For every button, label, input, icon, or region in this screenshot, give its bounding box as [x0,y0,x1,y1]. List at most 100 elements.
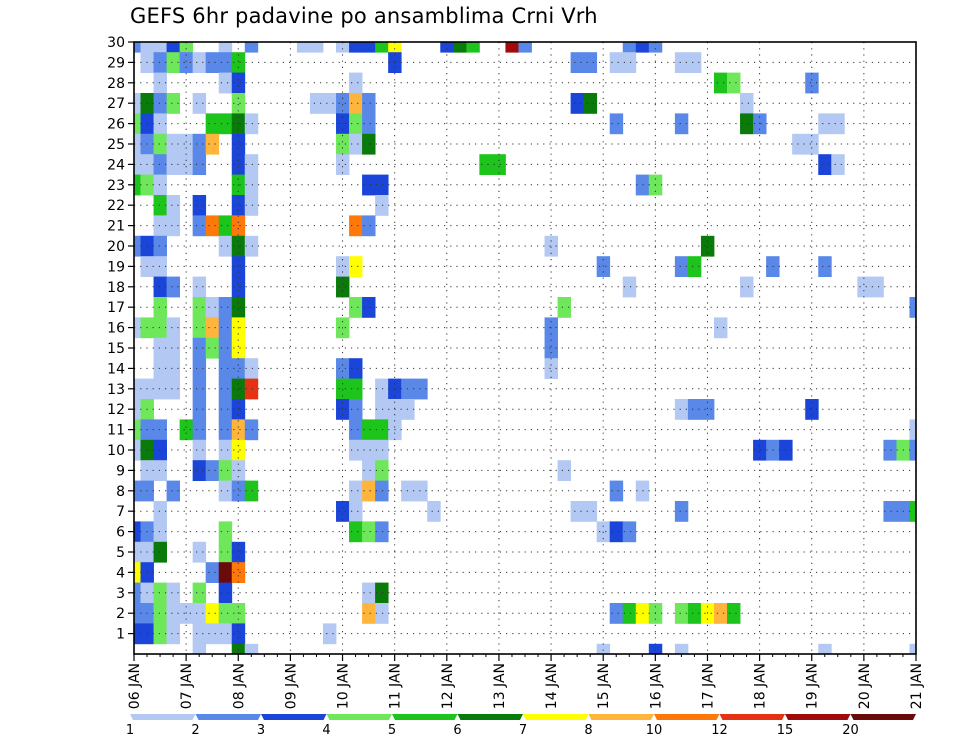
heatmap-cell [218,215,233,237]
heatmap-cell [153,541,167,563]
heatmap-cell [349,215,363,237]
heatmap-cell [244,358,259,379]
heatmap-cell [792,133,806,155]
x-tick-label: 21 JAN [909,663,925,709]
y-tick-label: 2 [116,606,125,622]
heatmap-cell [218,480,233,502]
heatmap-cell [231,419,246,441]
heatmap-cell [231,93,246,114]
heatmap-cell [349,378,363,400]
heatmap-cell [192,439,207,461]
y-tick-label: 16 [107,321,125,337]
heatmap-cell [205,460,220,481]
heatmap-cell [336,399,350,420]
colorbar-swatch [130,714,196,720]
heatmap-cell [153,42,167,53]
heatmap-cell [349,72,363,94]
heatmap-cell [336,93,350,114]
heatmap-cell [192,358,207,379]
heatmap-cell [179,42,194,53]
heatmap-cell [336,154,350,175]
heatmap-cell [218,72,233,94]
heatmap-cell [570,52,585,73]
heatmap-cell [218,52,233,73]
x-tick-label: 07 JAN [179,663,195,709]
heatmap-cell [153,460,167,481]
heatmap-cell [349,501,363,522]
heatmap-cell [740,276,754,298]
heatmap-cell [205,133,220,155]
colorbar-label: 3 [257,723,265,738]
heatmap-cell [134,174,141,196]
heatmap-cell [583,93,598,114]
y-tick-label: 18 [107,280,125,296]
heatmap-cell [231,623,246,645]
heatmap-cell [231,215,246,237]
heatmap-cell [153,93,167,114]
heatmap-cell [909,643,917,655]
heatmap-cell [231,133,246,155]
heatmap-cell [153,378,167,400]
heatmap-cell [192,378,207,400]
heatmap-cell [231,72,246,94]
heatmap-cell [362,297,376,318]
heatmap-cell [362,133,376,155]
heatmap-cell [375,521,389,543]
heatmap-cell [205,297,220,318]
y-tick-label: 12 [107,402,125,418]
heatmap-cell [153,215,167,237]
colorbar-label: 15 [777,723,794,738]
heatmap-cell [244,195,259,216]
heatmap-cell [362,113,376,135]
heatmap-cell [349,93,363,114]
heatmap-cell [192,297,207,318]
heatmap-cell [231,643,246,655]
x-axis: 06 JAN 07 JAN 08 JAN 09 JAN 10 JAN 11 JAN 12 J… [127,654,925,709]
x-tick-label: 17 JAN [700,663,716,709]
heatmap-cell [349,419,363,441]
heatmap-cell [388,42,402,53]
heatmap-cell [687,256,702,277]
heatmap-cell [609,52,624,73]
heatmap-cell [375,582,389,604]
heatmap-cell [179,133,194,155]
heatmap-cell [134,541,141,563]
heatmap-cell [218,317,233,339]
heatmap-cell [375,195,389,216]
heatmap-cell [349,42,363,53]
heatmap-cell [466,42,480,53]
heatmap-cell [134,480,141,502]
heatmap-cell [231,154,246,175]
x-tick-label: 11 JAN [388,663,404,709]
heatmap-cell [134,93,141,114]
heatmap-cell [134,154,141,175]
heatmap-cell [166,93,181,114]
colorbar-swatch [785,714,851,720]
heatmap-cell [166,215,181,237]
heatmap-cell [296,42,311,53]
heatmap-cell [166,154,181,175]
heatmap-cell [153,501,167,522]
heatmap-cell [805,399,819,420]
heatmap-cell [134,582,141,604]
heatmap-cell [818,643,832,655]
heatmap-cell [505,42,519,53]
heatmap-cell [622,276,637,298]
heatmap-cell [153,582,167,604]
heatmap-cell [153,521,167,543]
heatmap-cell [349,297,363,318]
heatmap-cell [179,52,194,73]
heatmap-cell [648,643,663,655]
heatmap-cell [231,439,246,461]
colorbar-swatch [261,714,327,720]
heatmap-cell [362,439,376,461]
heatmap-cell [414,378,428,400]
heatmap-cell [218,562,233,583]
heatmap-cell [134,603,141,624]
heatmap-cell [244,113,259,135]
heatmap-cell [218,235,233,257]
colorbar-swatch [523,714,589,720]
heatmap-cell [134,623,141,645]
heatmap-cell [153,276,167,298]
heatmap-cell [231,276,246,298]
